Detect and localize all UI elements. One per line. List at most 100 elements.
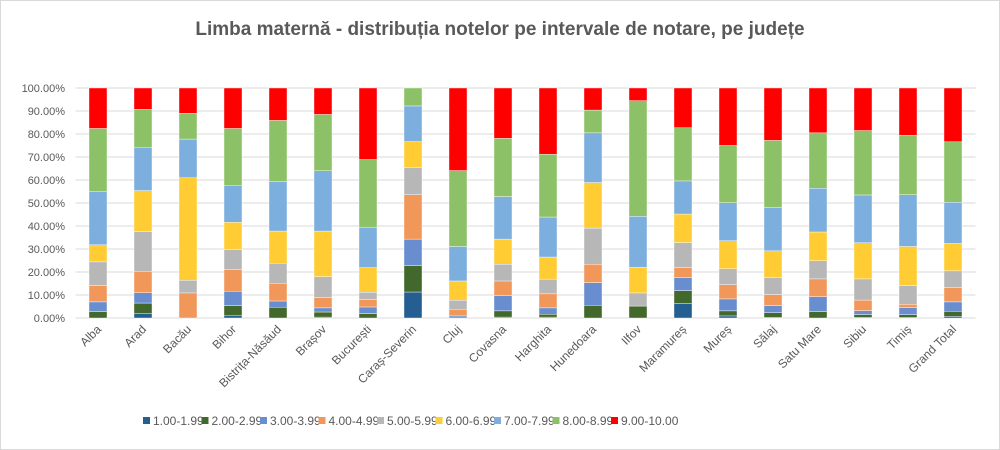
legend-item: 3.00-3.99: [260, 414, 321, 428]
bar-segment-arad-1.00-1.99: [133, 313, 153, 319]
bar-segment-cluj-9.00-10.00: [448, 87, 468, 171]
bar-segment-bistrița-năsăud-5.00-5.99: [268, 263, 288, 284]
bar-segment-cluj-4.00-4.99: [448, 309, 468, 317]
bar-segment-timiș-7.00-7.99: [898, 194, 918, 247]
bar-segment-mureș-3.00-3.99: [718, 298, 738, 312]
y-tick-label: 80.00%: [28, 129, 66, 141]
bar-segment-bihor-1.00-1.99: [223, 315, 243, 319]
legend-swatch: [552, 417, 560, 424]
bar-segment-hunedoara-7.00-7.99: [583, 132, 603, 183]
bar-segment-covasna-8.00-8.99: [493, 138, 513, 197]
bar-segment-harghita-7.00-7.99: [538, 216, 558, 258]
bar-segment-alba-3.00-3.99: [88, 301, 108, 312]
bar-segment-maramureș-9.00-10.00: [673, 87, 693, 128]
bar-segment-cluj-5.00-5.99: [448, 300, 468, 310]
bar-segment-bihor-7.00-7.99: [223, 185, 243, 223]
bar-segment-timiș-2.00-2.99: [898, 314, 918, 318]
legend-item: 9.00-10.00: [611, 414, 679, 428]
bar-segment-covasna-5.00-5.99: [493, 263, 513, 282]
bar-segment-satu-mare-3.00-3.99: [808, 296, 828, 312]
legend-swatch: [377, 417, 384, 424]
bar-segment-bistrița-năsăud-2.00-2.99: [268, 306, 288, 319]
bar-segment-bihor-3.00-3.99: [223, 291, 243, 306]
bar-segment-arad-4.00-4.99: [133, 271, 153, 293]
legend-label: 4.00-4.99: [329, 414, 380, 428]
legend-item: 4.00-4.99: [318, 414, 380, 428]
y-tick-label: 10.00%: [28, 290, 66, 302]
bar-segment-grand-total-5.00-5.99: [943, 270, 963, 288]
bar-segment-mureș-8.00-8.99: [718, 145, 738, 203]
bar-segment-covasna-2.00-2.99: [493, 310, 513, 318]
bar-segment-covasna-9.00-10.00: [493, 87, 513, 139]
bar-segment-bistrița-năsăud-7.00-7.99: [268, 181, 288, 232]
bar-segment-sibiu-2.00-2.99: [853, 314, 873, 318]
bar-segment-hunedoara-4.00-4.99: [583, 263, 603, 283]
bar-segment-sibiu-6.00-6.99: [853, 242, 873, 280]
bar-segment-harghita-3.00-3.99: [538, 307, 558, 315]
bar-segment-bucurești-5.00-5.99: [358, 292, 378, 300]
legend-swatch: [435, 417, 443, 424]
bar-segment-caraș-severin-6.00-6.99: [403, 141, 423, 169]
legend-item: 6.00-6.99: [435, 414, 497, 428]
bar-segment-caraș-severin-7.00-7.99: [403, 105, 423, 142]
chart-title: Limba maternă - distribuția notelor pe i…: [195, 19, 805, 40]
x-tick-label: Alba: [77, 322, 104, 349]
legend-label: 1.00-1.99: [153, 414, 204, 428]
x-tick-label: Harghita: [512, 322, 554, 364]
legend-item: 5.00-5.99: [377, 414, 438, 428]
bar-segment-ilfov-8.00-8.99: [628, 100, 648, 217]
bar-segment-maramureș-5.00-5.99: [673, 242, 693, 268]
legend-item: 8.00-8.99: [552, 414, 614, 428]
bar-segment-grand-total-7.00-7.99: [943, 202, 963, 244]
bar-segment-bihor-6.00-6.99: [223, 222, 243, 250]
bar-segment-caraș-severin-5.00-5.99: [403, 167, 423, 195]
bar-segment-sălaj-2.00-2.99: [763, 312, 783, 318]
y-tick-label: 0.00%: [34, 313, 65, 325]
legend-label: 6.00-6.99: [446, 414, 497, 428]
bar-segment-maramureș-7.00-7.99: [673, 180, 693, 215]
legend-item: 1.00-1.99: [143, 414, 204, 428]
x-tick-label: Grand Total: [906, 322, 960, 376]
bar-segment-bistrița-năsăud-6.00-6.99: [268, 230, 288, 264]
bar-segment-sălaj-7.00-7.99: [763, 207, 783, 252]
legend-swatch: [260, 417, 267, 424]
legend-label: 8.00-8.99: [563, 414, 614, 428]
bar-segment-sălaj-5.00-5.99: [763, 277, 783, 295]
x-tick-label: Arad: [121, 322, 149, 350]
bar-segment-caraș-severin-4.00-4.99: [403, 194, 423, 240]
bar-segment-mureș-5.00-5.99: [718, 268, 738, 285]
bar-segment-caraș-severin-1.00-1.99: [403, 291, 423, 319]
bar-segment-bistrița-năsăud-3.00-3.99: [268, 300, 288, 308]
bar-segment-brașov-4.00-4.99: [313, 297, 333, 309]
x-tick-label: Cluj: [440, 322, 465, 347]
bar-segment-ilfov-5.00-5.99: [628, 292, 648, 307]
bar-segment-maramureș-2.00-2.99: [673, 290, 693, 304]
bar-segment-brașov-2.00-2.99: [313, 311, 333, 318]
bar-segment-maramureș-3.00-3.99: [673, 277, 693, 291]
bar-segment-bucurești-3.00-3.99: [358, 306, 378, 314]
bar-segment-brașov-7.00-7.99: [313, 170, 333, 232]
bar-segment-sibiu-5.00-5.99: [853, 278, 873, 301]
legend-label: 9.00-10.00: [621, 414, 679, 428]
bar-segment-sibiu-9.00-10.00: [853, 87, 873, 131]
bar-segment-arad-7.00-7.99: [133, 147, 153, 191]
bar-segment-bucurești-8.00-8.99: [358, 159, 378, 228]
bar-segment-alba-8.00-8.99: [88, 128, 108, 192]
x-tick-label: Ilfov: [619, 322, 644, 347]
legend-item: 7.00-7.99: [494, 414, 555, 428]
bar-segment-cluj-6.00-6.99: [448, 280, 468, 301]
bar-segment-mureș-4.00-4.99: [718, 284, 738, 300]
bar-segment-covasna-6.00-6.99: [493, 238, 513, 265]
bar-segment-timiș-9.00-10.00: [898, 87, 918, 136]
bar-segment-covasna-7.00-7.99: [493, 196, 513, 240]
bar-segment-bacău-5.00-5.99: [178, 280, 198, 294]
bar-segment-covasna-4.00-4.99: [493, 280, 513, 296]
legend-swatch: [611, 417, 618, 424]
bar-segment-alba-6.00-6.99: [88, 244, 108, 263]
x-tick-label: Brașov: [293, 322, 329, 358]
bar-segment-satu-mare-8.00-8.99: [808, 132, 828, 189]
bar-segment-ilfov-7.00-7.99: [628, 216, 648, 268]
x-tick-label: Bihor: [209, 322, 239, 352]
bar-segment-mureș-7.00-7.99: [718, 202, 738, 241]
